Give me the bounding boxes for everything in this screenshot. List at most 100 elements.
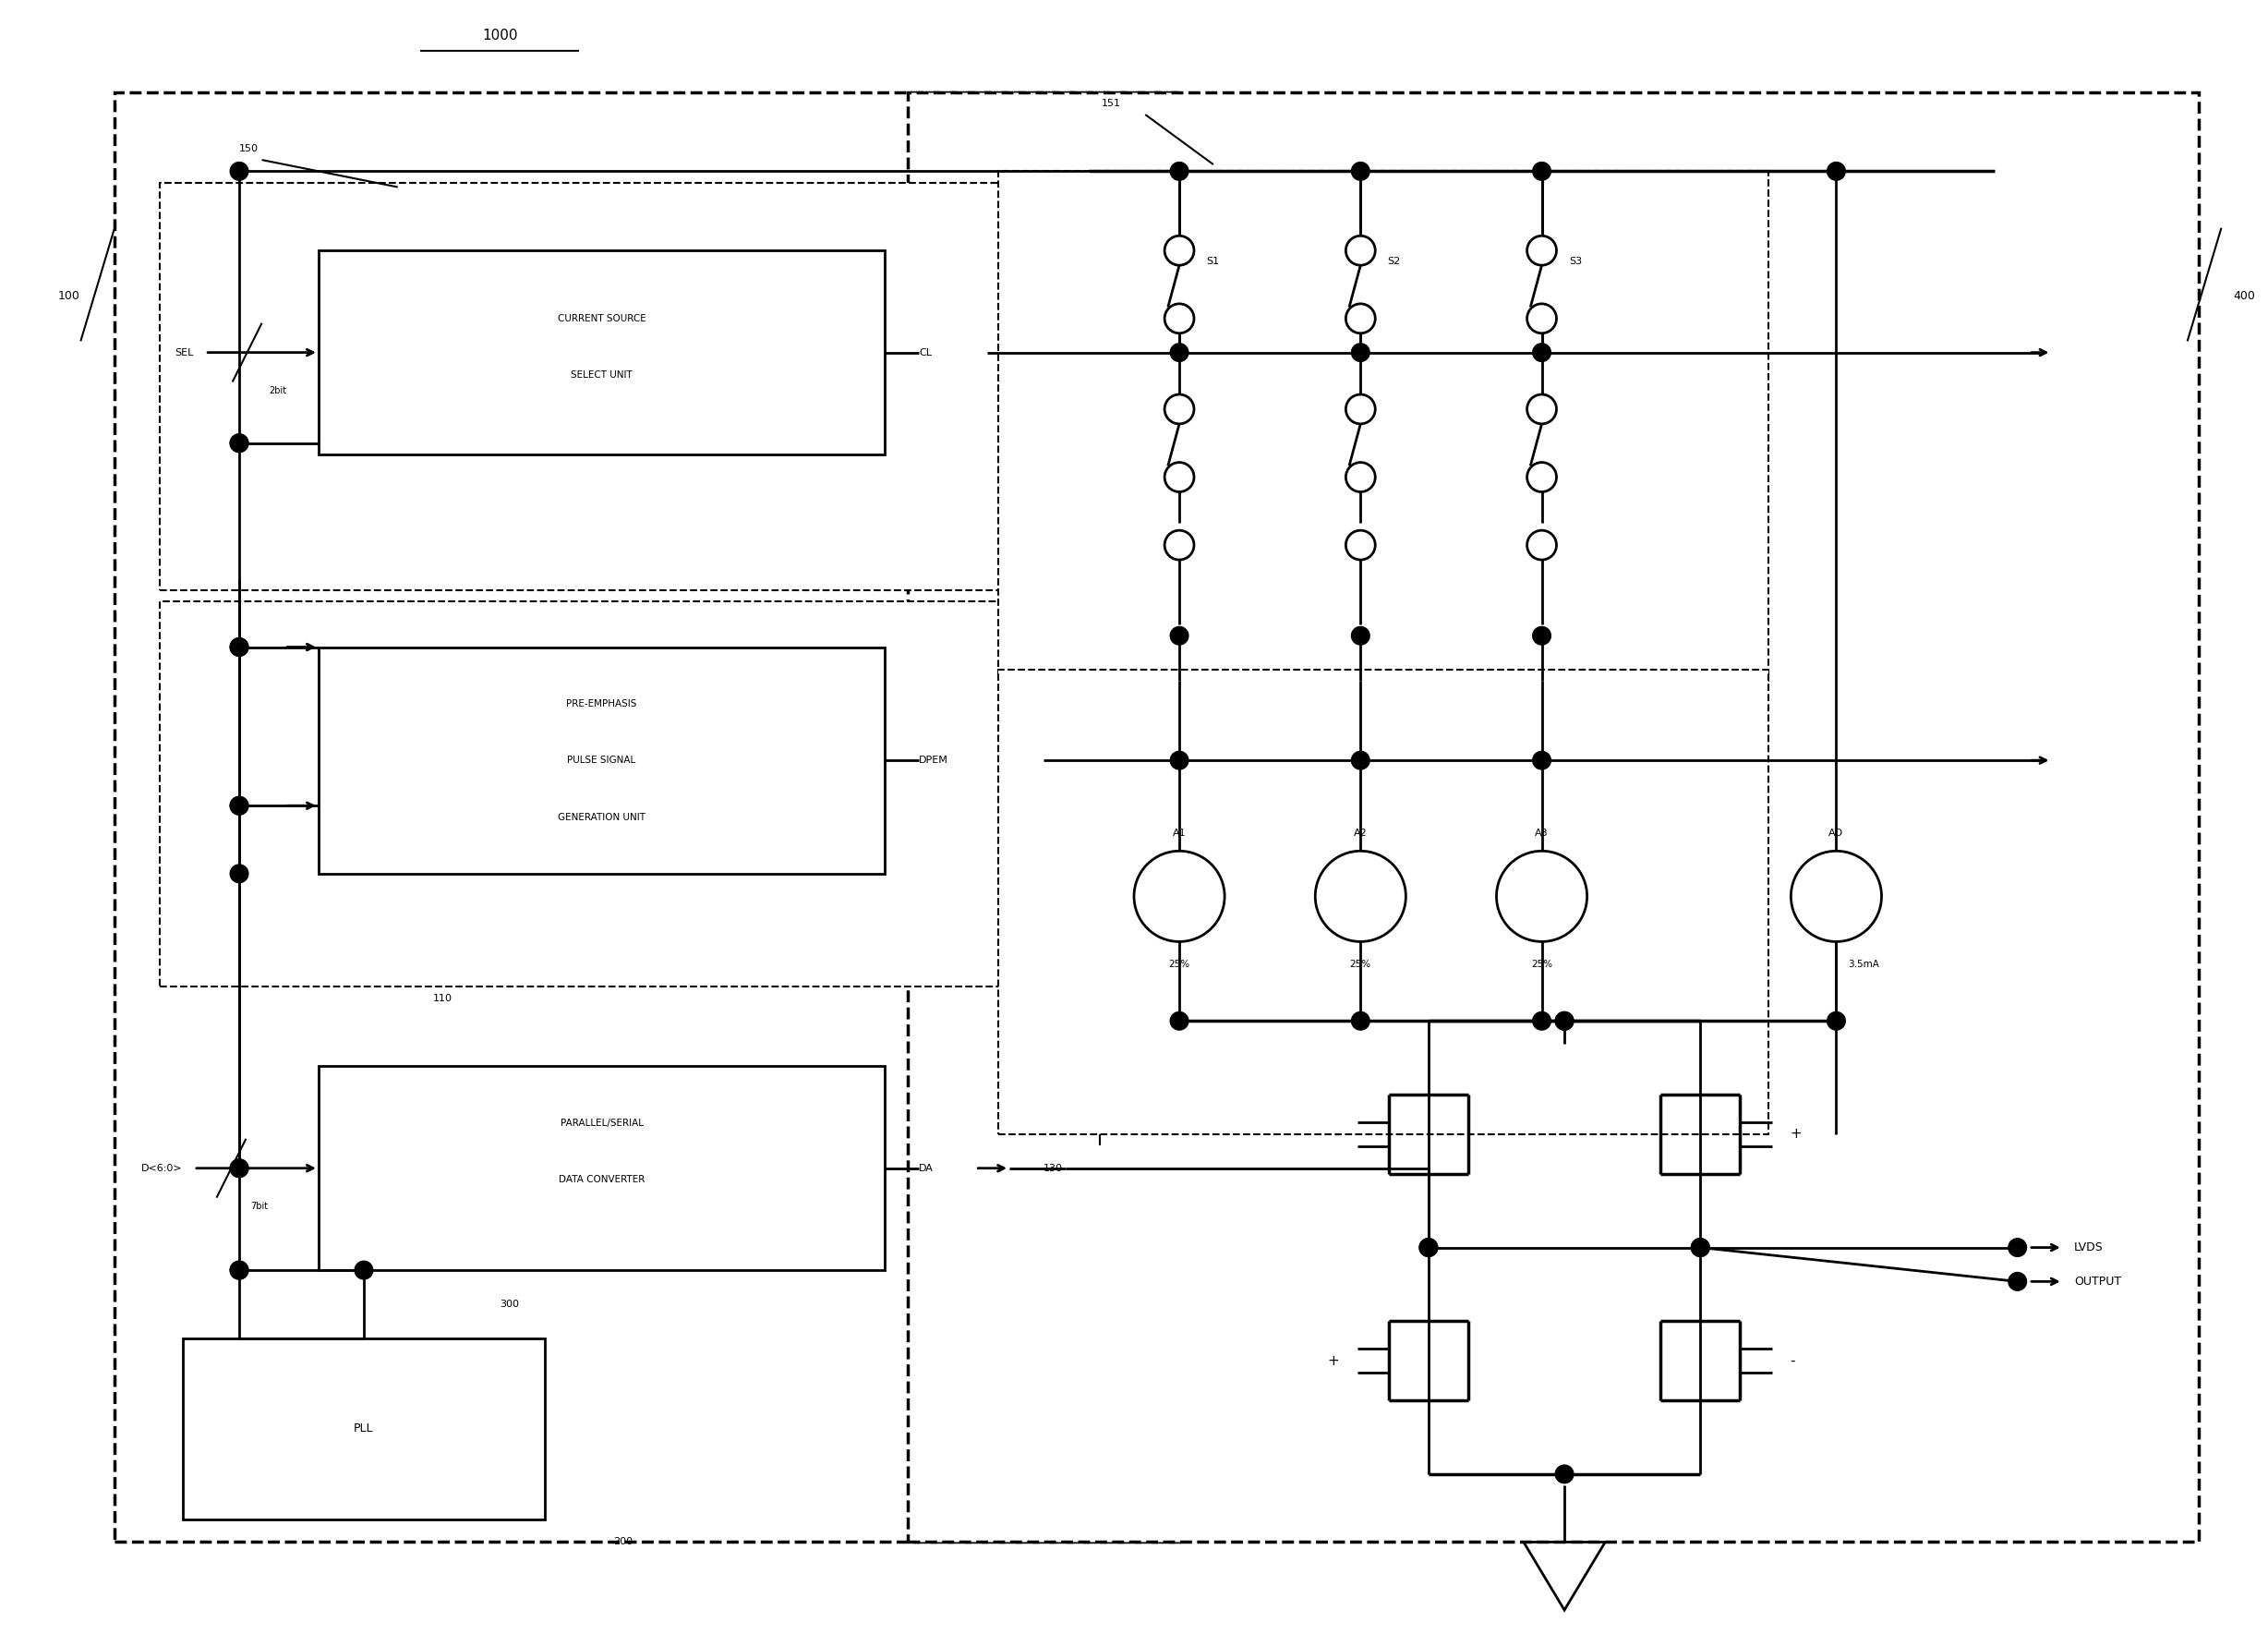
Circle shape: [1352, 1011, 1370, 1029]
Text: CURRENT SOURCE: CURRENT SOURCE: [558, 314, 646, 324]
Bar: [116, 92, 1179, 1542]
Text: CL: CL: [919, 348, 932, 358]
Text: DPEM: DPEM: [919, 757, 948, 765]
Text: PLL: PLL: [354, 1423, 374, 1435]
Text: 150: 150: [238, 144, 259, 154]
Circle shape: [1170, 162, 1188, 180]
Text: 100: 100: [59, 289, 79, 302]
Circle shape: [1163, 394, 1193, 423]
Circle shape: [1497, 851, 1588, 941]
Circle shape: [1163, 531, 1193, 560]
Text: 300: 300: [499, 1299, 519, 1309]
Bar: [161, 601, 1089, 987]
Circle shape: [229, 797, 247, 815]
Circle shape: [229, 1159, 247, 1176]
Text: 2bit: 2bit: [268, 386, 286, 395]
Circle shape: [1526, 394, 1556, 423]
Circle shape: [1828, 162, 1846, 180]
Circle shape: [1352, 752, 1370, 770]
Circle shape: [229, 1261, 247, 1279]
Bar: [998, 670, 1769, 1134]
Circle shape: [229, 797, 247, 815]
Text: S3: S3: [1569, 257, 1583, 266]
Circle shape: [1533, 752, 1551, 770]
Text: 25%: 25%: [1168, 959, 1191, 969]
Circle shape: [229, 637, 247, 657]
Circle shape: [1345, 235, 1374, 265]
Text: +: +: [1327, 1355, 1338, 1368]
Circle shape: [1163, 235, 1193, 265]
Circle shape: [1420, 1239, 1438, 1257]
Circle shape: [1556, 1011, 1574, 1029]
Circle shape: [229, 637, 247, 657]
Text: -: -: [1789, 1355, 1794, 1368]
Circle shape: [1533, 1011, 1551, 1029]
Bar: [318, 250, 885, 454]
Circle shape: [1345, 462, 1374, 492]
Bar: [907, 92, 2198, 1542]
Circle shape: [229, 1261, 247, 1279]
Text: A1: A1: [1173, 828, 1186, 838]
Text: 151: 151: [1102, 98, 1120, 108]
Circle shape: [1345, 394, 1374, 423]
Circle shape: [1526, 531, 1556, 560]
Text: AD: AD: [1828, 828, 1844, 838]
Circle shape: [1526, 462, 1556, 492]
Circle shape: [1170, 1011, 1188, 1029]
Text: 400: 400: [2234, 289, 2254, 302]
Circle shape: [229, 162, 247, 180]
Text: OUTPUT: OUTPUT: [2075, 1276, 2121, 1288]
Circle shape: [1163, 304, 1193, 333]
Text: GENERATION UNIT: GENERATION UNIT: [558, 812, 646, 822]
Text: 200: 200: [612, 1538, 633, 1547]
Bar: [181, 1338, 544, 1520]
Text: 1000: 1000: [481, 28, 517, 42]
Text: A3: A3: [1535, 828, 1549, 838]
Text: +: +: [1789, 1127, 1801, 1141]
Circle shape: [1352, 343, 1370, 361]
Text: DA: DA: [919, 1163, 934, 1173]
Bar: [318, 1067, 885, 1270]
Text: SELECT UNIT: SELECT UNIT: [572, 371, 633, 379]
Circle shape: [2009, 1273, 2028, 1291]
Text: DATA CONVERTER: DATA CONVERTER: [558, 1175, 644, 1185]
Text: 110: 110: [433, 993, 454, 1003]
Text: 130: 130: [1043, 1163, 1064, 1173]
Circle shape: [1692, 1239, 1710, 1257]
Circle shape: [229, 435, 247, 453]
Circle shape: [1526, 304, 1556, 333]
Circle shape: [1170, 752, 1188, 770]
Circle shape: [1533, 162, 1551, 180]
Text: PULSE SIGNAL: PULSE SIGNAL: [567, 757, 635, 765]
Circle shape: [1420, 1239, 1438, 1257]
Circle shape: [1792, 851, 1882, 941]
Bar: [998, 172, 1769, 681]
Text: D<6:0>: D<6:0>: [141, 1163, 181, 1173]
Circle shape: [1163, 462, 1193, 492]
Text: 25%: 25%: [1349, 959, 1372, 969]
Circle shape: [1345, 304, 1374, 333]
Circle shape: [1170, 343, 1188, 361]
Circle shape: [354, 1261, 372, 1279]
Circle shape: [1170, 627, 1188, 645]
Text: S1: S1: [1207, 257, 1220, 266]
Bar: [161, 183, 1089, 590]
Circle shape: [1533, 343, 1551, 361]
Circle shape: [2009, 1239, 2028, 1257]
Circle shape: [1556, 1466, 1574, 1484]
Text: A2: A2: [1354, 828, 1368, 838]
Bar: [318, 647, 885, 874]
Text: PRE-EMPHASIS: PRE-EMPHASIS: [567, 699, 637, 708]
Circle shape: [229, 435, 247, 453]
Circle shape: [1134, 851, 1225, 941]
Text: S2: S2: [1388, 257, 1402, 266]
Text: 3.5mA: 3.5mA: [1848, 959, 1878, 969]
Circle shape: [1315, 851, 1406, 941]
Circle shape: [1692, 1239, 1710, 1257]
Circle shape: [229, 1159, 247, 1176]
Circle shape: [229, 864, 247, 882]
Circle shape: [1828, 1011, 1846, 1029]
Text: PARALLEL/SERIAL: PARALLEL/SERIAL: [560, 1118, 644, 1127]
Text: -: -: [1334, 1127, 1338, 1141]
Text: 25%: 25%: [1531, 959, 1551, 969]
